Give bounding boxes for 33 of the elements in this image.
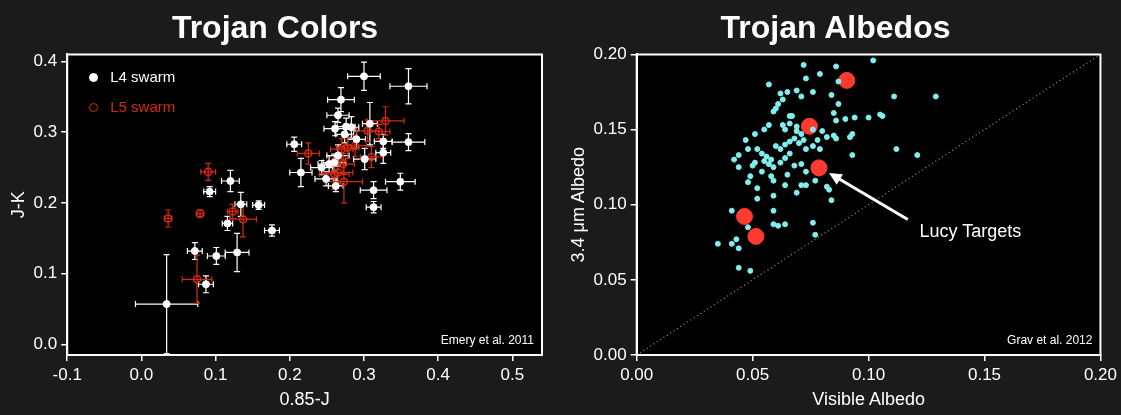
x-tick-label: 0.5 [500, 364, 525, 384]
y-tick-label: 0.1 [33, 263, 58, 283]
annotation: Lucy Targets [919, 220, 1022, 241]
x-tick-label: 0.05 [736, 364, 770, 384]
chart-title: Trojan Colors [171, 9, 379, 46]
legend-label: L5 swarm [110, 97, 176, 118]
x-tick-label: 0.0 [129, 364, 154, 384]
x-tick-label: 0.20 [1083, 364, 1117, 384]
x-tick-label: 0.3 [352, 364, 376, 384]
y-tick-label: 0.2 [33, 192, 58, 212]
annotation: Grav et al. 2012 [1007, 333, 1093, 348]
y-tick-label: 0.05 [593, 269, 627, 289]
y-tick-label: 0.00 [593, 344, 627, 364]
x-tick-label: -0.1 [52, 364, 82, 384]
y-tick-label: 0.3 [33, 121, 58, 141]
x-axis-title: Visible Albedo [812, 389, 925, 410]
x-tick-label: 0.2 [277, 364, 302, 384]
y-tick-label: 0.20 [593, 44, 627, 64]
annotation: Emery et al. 2011 [440, 333, 535, 348]
y-tick-label: 0.0 [33, 334, 58, 354]
y-tick-label: 0.15 [593, 119, 627, 139]
x-tick-label: 0.00 [620, 364, 654, 384]
y-tick-label: 0.4 [33, 51, 58, 71]
x-tick-label: 0.15 [967, 364, 1002, 384]
legend-label: L4 swarm [110, 67, 176, 88]
y-axis-title: 3.4 μm Albedo [567, 146, 588, 263]
x-axis-title: 0.85-J [279, 389, 330, 410]
x-tick-label: 0.1 [203, 364, 228, 384]
x-tick-label: 0.10 [852, 364, 886, 384]
chart-title: Trojan Albedos [720, 9, 951, 46]
y-axis-title: J-K [7, 191, 28, 219]
y-tick-label: 0.10 [593, 194, 627, 214]
x-tick-label: 0.4 [426, 364, 450, 384]
